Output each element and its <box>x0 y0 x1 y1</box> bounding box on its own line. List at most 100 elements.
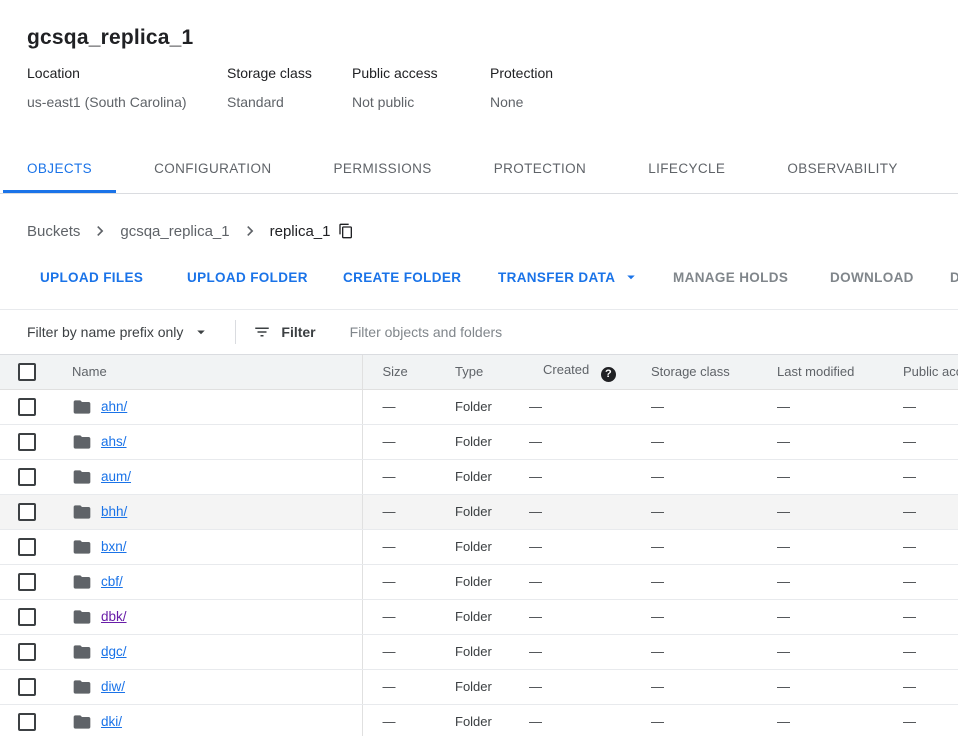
breadcrumb-bucket-link[interactable]: gcsqa_replica_1 <box>120 222 230 240</box>
object-name-link[interactable]: dbk/ <box>101 609 127 624</box>
cell-size: — <box>362 634 437 670</box>
upload-files-button[interactable]: UPLOAD FILES <box>40 264 143 290</box>
cell-created: — <box>517 459 640 495</box>
copy-path-button[interactable] <box>338 223 354 239</box>
cell-type: Folder <box>437 564 517 600</box>
folder-icon <box>72 642 92 662</box>
cell-size: — <box>362 669 437 705</box>
meta-label: Public access <box>352 65 438 81</box>
delete-button[interactable]: DELETE <box>950 264 958 290</box>
help-icon[interactable]: ? <box>600 366 616 382</box>
object-name-link[interactable]: aum/ <box>101 469 132 484</box>
breadcrumb-buckets-link[interactable]: Buckets <box>27 222 81 240</box>
chevron-right-icon <box>240 221 260 241</box>
select-all-checkbox[interactable] <box>18 362 36 381</box>
create-folder-button[interactable]: CREATE FOLDER <box>343 264 461 290</box>
row-checkbox[interactable] <box>18 677 36 696</box>
cell-public-access: — <box>895 669 958 705</box>
row-checkbox[interactable] <box>18 432 36 451</box>
tab-protection[interactable]: PROTECTION <box>493 160 587 176</box>
folder-icon <box>72 467 92 487</box>
bucket-header: gcsqa_replica_1 Location us-east1 (South… <box>0 0 958 112</box>
cell-type: Folder <box>437 389 517 425</box>
tab-objects[interactable]: OBJECTS <box>3 146 117 193</box>
column-header-name: Name <box>62 355 363 390</box>
table-row: cbf/ — Folder — — — — <box>0 564 958 600</box>
folder-icon <box>72 432 92 452</box>
cell-public-access: — <box>895 529 958 565</box>
row-checkbox[interactable] <box>18 467 36 486</box>
tab-observability[interactable]: OBSERVABILITY <box>787 160 898 176</box>
transfer-data-button[interactable]: TRANSFER DATA <box>498 264 640 290</box>
table-row: dgc/ — Folder — — — — <box>0 634 958 670</box>
object-rows: ahn/ — Folder — — — — ahs/ — Folder — — … <box>0 389 958 736</box>
object-name-link[interactable]: bhh/ <box>101 504 128 519</box>
cell-storage-class: — <box>640 599 770 635</box>
cell-public-access: — <box>895 564 958 600</box>
cell-last-modified: — <box>770 669 895 705</box>
row-checkbox[interactable] <box>18 642 36 661</box>
object-name-link[interactable]: diw/ <box>101 679 126 694</box>
cell-storage-class: — <box>640 564 770 600</box>
table-row: aum/ — Folder — — — — <box>0 459 958 495</box>
row-checkbox[interactable] <box>18 712 36 731</box>
table-row: bxn/ — Folder — — — — <box>0 529 958 565</box>
upload-folder-button[interactable]: UPLOAD FOLDER <box>187 264 308 290</box>
cell-last-modified: — <box>770 564 895 600</box>
table-row: dki/ — Folder — — — — <box>0 704 958 736</box>
object-name-link[interactable]: ahn/ <box>101 399 128 414</box>
cell-size: — <box>362 459 437 495</box>
folder-icon <box>72 572 92 592</box>
arrow-drop-down-icon <box>192 323 210 341</box>
row-checkbox[interactable] <box>18 502 36 521</box>
cell-size: — <box>362 529 437 565</box>
meta-label: Location <box>27 65 80 81</box>
row-checkbox[interactable] <box>18 607 36 626</box>
filter-scope-label: Filter by name prefix only <box>27 324 184 340</box>
cell-size: — <box>362 389 437 425</box>
object-name-link[interactable]: bxn/ <box>101 539 127 554</box>
filter-objects-input[interactable] <box>349 324 958 340</box>
manage-holds-button[interactable]: MANAGE HOLDS <box>673 264 788 290</box>
column-header-type: Type <box>437 355 517 390</box>
meta-label: Storage class <box>227 65 312 81</box>
object-name-link[interactable]: cbf/ <box>101 574 123 589</box>
filter-scope-dropdown[interactable]: Filter by name prefix only <box>27 323 210 341</box>
cell-created: — <box>517 529 640 565</box>
cell-public-access: — <box>895 494 958 530</box>
cell-storage-class: — <box>640 529 770 565</box>
tab-configuration[interactable]: CONFIGURATION <box>154 160 272 176</box>
cell-created: — <box>517 669 640 705</box>
meta-value: None <box>490 94 524 110</box>
cell-type: Folder <box>437 494 517 530</box>
meta-label: Protection <box>490 65 554 81</box>
tab-permissions[interactable]: PERMISSIONS <box>333 160 432 176</box>
cell-size: — <box>362 704 437 736</box>
object-name-link[interactable]: ahs/ <box>101 434 127 449</box>
object-name-link[interactable]: dki/ <box>101 714 123 729</box>
cell-last-modified: — <box>770 494 895 530</box>
folder-icon <box>72 712 92 732</box>
divider <box>235 320 237 344</box>
object-name-link[interactable]: dgc/ <box>101 644 127 659</box>
row-checkbox[interactable] <box>18 397 36 416</box>
cell-type: Folder <box>437 529 517 565</box>
transfer-data-label: TRANSFER DATA <box>498 269 616 285</box>
cell-last-modified: — <box>770 529 895 565</box>
cell-public-access: — <box>895 634 958 670</box>
row-checkbox[interactable] <box>18 537 36 556</box>
filter-label: Filter <box>281 324 316 340</box>
column-header-storage-class: Storage class <box>640 355 770 390</box>
meta-location: Location us-east1 (South Carolina) <box>27 63 227 112</box>
cell-public-access: — <box>895 704 958 736</box>
row-checkbox[interactable] <box>18 572 36 591</box>
table-row: bhh/ — Folder — — — — <box>0 494 958 530</box>
cell-type: Folder <box>437 669 517 705</box>
download-button[interactable]: DOWNLOAD <box>830 264 914 290</box>
folder-icon <box>72 397 92 417</box>
cell-last-modified: — <box>770 424 895 460</box>
tab-lifecycle[interactable]: LIFECYCLE <box>648 160 726 176</box>
meta-public-access: Public access Not public <box>352 63 490 112</box>
breadcrumb: Buckets gcsqa_replica_1 replica_1 <box>27 218 958 244</box>
cell-public-access: — <box>895 424 958 460</box>
